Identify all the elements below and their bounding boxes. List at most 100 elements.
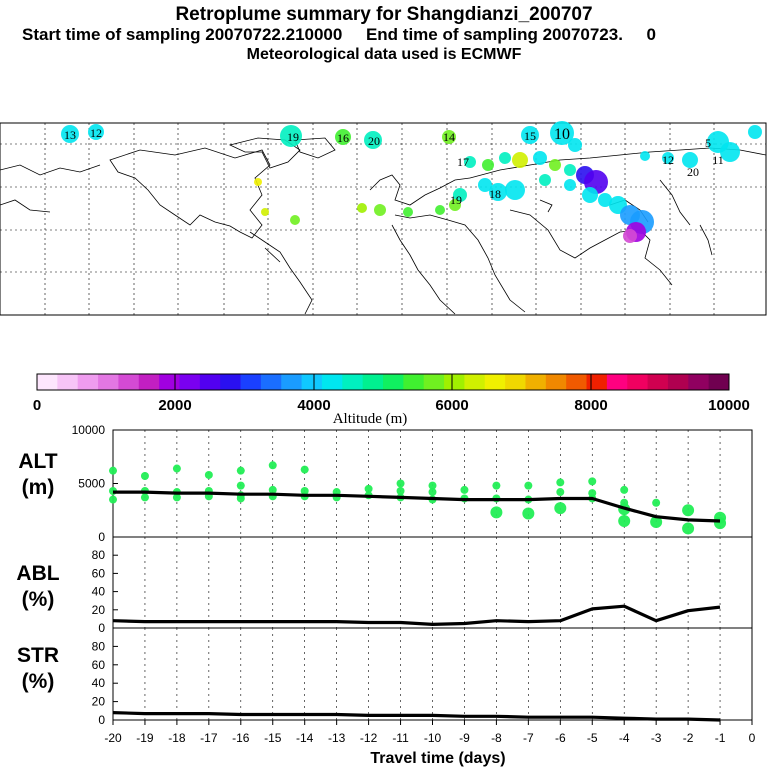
colorbar-swatch <box>566 374 588 390</box>
colorbar-swatch <box>403 374 425 390</box>
colorbar-swatch <box>301 374 323 390</box>
colorbar-swatch <box>220 374 242 390</box>
plume-dot <box>374 204 386 216</box>
plume-dot <box>682 152 698 168</box>
alt-scatter-point <box>109 466 117 475</box>
alt-scatter-point <box>682 522 695 535</box>
map-coastline <box>369 174 471 206</box>
map-coastline <box>294 137 336 159</box>
map-label: 12 <box>662 153 674 167</box>
plume-dot <box>623 229 637 243</box>
plume-dot <box>254 178 262 186</box>
colorbar-swatch <box>260 374 282 390</box>
plume-dot <box>499 152 511 164</box>
plume-dot <box>464 156 476 168</box>
alt-scatter-point <box>556 478 565 487</box>
alt-scatter-point <box>428 488 437 497</box>
alt-scatter-point <box>268 485 277 494</box>
map-label: 20 <box>687 165 699 179</box>
alt-scatter-point <box>140 472 149 481</box>
x-tick-label: -9 <box>459 731 470 745</box>
plume-dot <box>533 151 547 165</box>
plume-dot <box>521 126 539 144</box>
colorbar-tick-label: 2000 <box>158 397 191 414</box>
map-label: 15 <box>524 129 536 143</box>
plume-dot <box>442 130 456 144</box>
colorbar-swatch <box>118 374 140 390</box>
map-coastline <box>109 147 271 239</box>
map-coastline <box>699 224 713 256</box>
colorbar-swatch <box>138 374 160 390</box>
map-coastline <box>0 164 101 176</box>
plume-dot <box>720 142 740 162</box>
y-tick-label: 60 <box>92 566 106 580</box>
map-label: 18 <box>489 187 501 201</box>
alt-scatter-point <box>109 495 117 504</box>
plume-dot <box>505 180 525 200</box>
x-tick-label: -4 <box>619 731 630 745</box>
panel-ylabel: (%) <box>22 670 55 693</box>
plume-dot <box>364 131 382 149</box>
alt-scatter-point <box>428 481 437 490</box>
alt-scatter-point <box>204 470 213 479</box>
colorbar-label: Altitude (m) <box>333 411 408 427</box>
x-tick-label: -1 <box>715 731 726 745</box>
panel-series-line <box>113 490 721 523</box>
map-coastline <box>509 209 673 286</box>
colorbar-swatch <box>667 374 689 390</box>
map-label: 5 <box>705 136 711 150</box>
alt-scatter-point <box>300 465 309 474</box>
colorbar-swatch <box>383 374 404 390</box>
x-tick-label: -3 <box>651 731 662 745</box>
alt-scatter-point <box>682 504 695 517</box>
map-label: 14 <box>443 130 455 144</box>
alt-scatter-point <box>492 481 501 490</box>
plume-dot <box>88 124 104 140</box>
x-tick-label: -6 <box>555 731 566 745</box>
y-tick-label: 20 <box>92 603 106 617</box>
colorbar-swatch <box>37 374 58 390</box>
x-axis-label: Travel time (days) <box>370 750 505 767</box>
y-tick-label: 40 <box>92 676 106 690</box>
colorbar-swatch <box>342 374 364 390</box>
plume-dot <box>662 152 674 164</box>
y-tick-label: 20 <box>92 695 106 709</box>
x-tick-label: -19 <box>136 731 154 745</box>
alt-scatter-point <box>554 502 567 515</box>
colorbar-swatch <box>199 374 221 390</box>
plume-dot <box>512 152 528 168</box>
colorbar-swatch <box>281 374 303 390</box>
abl-panel: 0 20 40 60 80 ABL (%) <box>16 536 753 635</box>
map-coastline <box>394 214 526 313</box>
plume-dot <box>482 159 494 171</box>
colorbar-swatch <box>708 374 730 390</box>
map-coastline <box>0 199 51 213</box>
colorbar-swatch <box>647 374 669 390</box>
colorbar-swatch <box>77 374 99 390</box>
colorbar-tick-label: 10000 <box>708 397 750 414</box>
x-tick-label: -8 <box>491 731 502 745</box>
plume-dot <box>564 164 576 176</box>
alt-scatter-point <box>460 485 469 494</box>
y-tick-label: 0 <box>98 713 105 727</box>
alt-scatter-point <box>268 461 277 470</box>
plume-dot <box>748 125 762 139</box>
panel-ylabel: ALT <box>18 450 57 473</box>
map-label: 13 <box>64 128 76 142</box>
plume-dot <box>564 179 576 191</box>
map-coastline <box>249 231 313 315</box>
sampling-time-text: Start time of sampling 20070722.210000 E… <box>22 25 657 44</box>
colorbar-swatch <box>464 374 486 390</box>
plume-dot <box>478 178 492 192</box>
map-label: 17 <box>457 155 469 169</box>
alt-scatter-point <box>556 488 565 497</box>
colorbar-swatch <box>57 374 79 390</box>
x-tick-label: -15 <box>264 731 282 745</box>
alt-scatter-point <box>236 494 245 503</box>
map-label: 20 <box>368 134 380 148</box>
x-tick-label: -14 <box>296 731 314 745</box>
map-coastline <box>659 179 691 226</box>
alt-scatter-point <box>714 517 727 530</box>
y-tick-label: 5000 <box>78 477 105 491</box>
x-tick-label: -10 <box>424 731 442 745</box>
